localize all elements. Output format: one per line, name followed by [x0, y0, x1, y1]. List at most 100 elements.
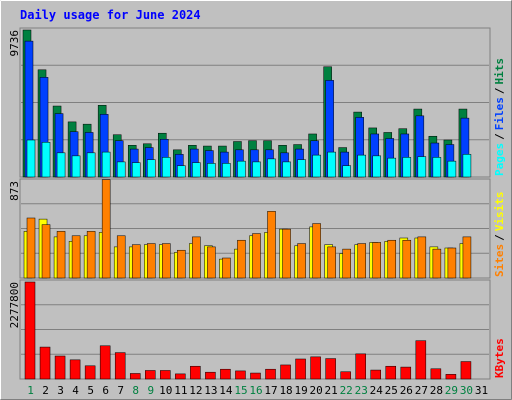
bar-sites	[162, 243, 171, 279]
bar-kbytes	[415, 340, 427, 380]
bar-kbytes	[129, 373, 141, 380]
bar-sites	[462, 236, 472, 279]
bar-kbytes	[400, 366, 412, 380]
x-tick-label: 14	[219, 384, 233, 397]
bar-kbytes	[325, 358, 336, 380]
bar-pages	[447, 160, 457, 178]
bars-layer	[22, 29, 472, 380]
bar-pages	[267, 158, 276, 178]
bar-pages	[116, 161, 126, 178]
bar-kbytes	[460, 361, 472, 380]
x-tick-label: 25	[385, 384, 398, 397]
legend-hits-label: Hits	[493, 58, 506, 85]
bar-sites	[192, 236, 201, 279]
x-tick-label: 29	[445, 384, 458, 397]
bar-pages	[312, 154, 321, 178]
bar-kbytes	[220, 368, 231, 380]
bar-kbytes	[340, 371, 351, 380]
bar-kbytes	[39, 346, 51, 380]
x-tick-label: 8	[132, 384, 139, 397]
bar-kbytes	[250, 372, 261, 380]
x-tick-label: 10	[159, 384, 172, 397]
kbytes-ymax-label: 2277800	[8, 282, 21, 328]
x-tick-label: 17	[264, 384, 277, 397]
bar-sites	[86, 231, 96, 279]
legend-separator: /	[493, 234, 506, 241]
bar-sites	[26, 217, 36, 279]
visits-ymax-label: 873	[8, 181, 21, 201]
legend-kbytes-label: KBytes	[493, 338, 506, 378]
legend-separator: /	[493, 87, 506, 94]
bar-sites	[312, 223, 321, 279]
bar-kbytes	[430, 368, 442, 380]
legend-visits-label: Visits	[493, 192, 506, 232]
bar-sites	[387, 239, 397, 279]
bar-kbytes	[280, 364, 291, 380]
x-tick-label: 12	[189, 384, 202, 397]
bar-sites	[447, 247, 457, 279]
x-tick-label: 5	[87, 384, 94, 397]
bar-sites	[131, 244, 141, 279]
bar-pages	[432, 157, 442, 178]
bar-sites	[41, 224, 51, 279]
x-tick-label: 6	[102, 384, 109, 397]
x-tick-label: 27	[415, 384, 428, 397]
bar-kbytes	[175, 373, 186, 380]
bar-pages	[207, 163, 216, 178]
bar-sites	[177, 249, 186, 279]
bar-kbytes	[84, 365, 96, 380]
bar-sites	[56, 231, 66, 279]
bar-kbytes	[235, 370, 246, 380]
x-tick-label: 26	[400, 384, 413, 397]
bar-pages	[462, 154, 472, 178]
bar-sites	[252, 233, 261, 279]
x-tick-label: 11	[174, 384, 187, 397]
bar-kbytes	[445, 374, 457, 380]
bar-pages	[26, 139, 36, 178]
x-tick-label: 4	[72, 384, 79, 397]
bar-pages	[222, 163, 231, 178]
bar-pages	[417, 156, 427, 178]
bar-sites	[297, 243, 306, 279]
bar-pages	[387, 157, 397, 178]
bar-sites	[101, 179, 111, 279]
bar-pages	[162, 157, 171, 178]
x-tick-label: 31	[475, 384, 488, 397]
x-tick-label: 7	[117, 384, 124, 397]
x-axis-day-labels: 1 2 3 4 5 6 7 8 9 10 11 12 13 14 15 16 17 18 19 20 21 22 23 24 2…	[27, 384, 488, 397]
legend-sites-label: Sites	[493, 244, 506, 277]
bar-sites	[432, 248, 442, 279]
bar-sites	[222, 257, 231, 279]
hits-ymax-label: 9736	[8, 30, 21, 57]
bar-kbytes	[160, 370, 171, 380]
bar-sites	[357, 243, 366, 279]
bar-pages	[177, 165, 186, 178]
bar-sites	[282, 228, 291, 279]
bar-pages	[237, 160, 246, 178]
bar-kbytes	[385, 365, 397, 380]
bar-pages	[372, 155, 381, 178]
bar-kbytes	[69, 359, 81, 380]
bar-sites	[372, 242, 381, 279]
bar-kbytes	[205, 371, 216, 380]
legend-visits-sites: Sites / Visits	[493, 192, 506, 278]
bar-pages	[86, 152, 96, 178]
legend-separator: /	[493, 133, 506, 140]
grid-layer	[21, 64, 489, 355]
bar-kbytes	[295, 358, 306, 380]
legend-hits-files-pages: Pages / Files / Hits	[493, 58, 506, 176]
bar-sites	[417, 236, 427, 279]
bar-pages	[252, 161, 261, 178]
bar-sites	[342, 248, 351, 279]
x-tick-label: 13	[204, 384, 217, 397]
bar-kbytes	[145, 370, 156, 380]
x-tick-label: 23	[355, 384, 368, 397]
bar-pages	[147, 159, 156, 178]
bar-sites	[147, 243, 156, 279]
chart-title: Daily usage for June 2024	[20, 8, 201, 22]
x-tick-label: 22	[340, 384, 353, 397]
bar-pages	[41, 142, 51, 178]
x-tick-label: 2	[42, 384, 49, 397]
bar-pages	[101, 151, 111, 178]
